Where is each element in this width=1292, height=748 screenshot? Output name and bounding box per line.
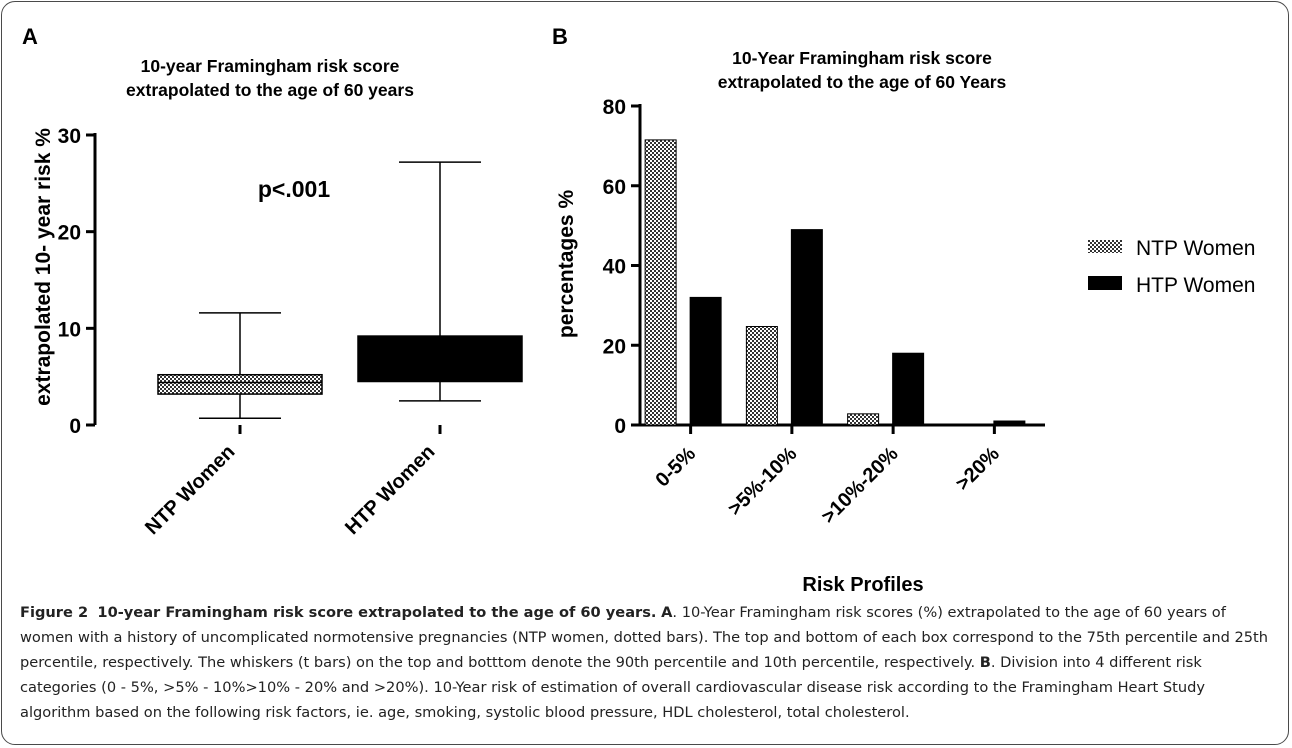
panel-b-x-tick-label-0-5: 0-5% [651, 443, 700, 492]
panel-a-y-tick-label-30: 30 [58, 125, 81, 148]
panel-b-y-tick-label-60: 60 [603, 176, 626, 199]
caption-part-a-label: A [661, 604, 673, 621]
panel-b-label: B [552, 24, 568, 49]
legend-label-htp-women: HTP Women [1136, 274, 1255, 297]
panel-a-label: A [22, 24, 38, 49]
panel-b-y-tick-label-20: 20 [603, 335, 626, 358]
caption-figure-label: Figure 2 [20, 604, 89, 621]
legend-label-ntp-women: NTP Women [1136, 237, 1255, 260]
caption-part-b-text: . Division into 4 different risk categor… [20, 654, 1205, 721]
caption-title: 10-year Framingham risk score extrapolat… [97, 604, 657, 621]
panel-b-legend: NTP Women HTP Women [1088, 237, 1255, 297]
caption-part-b-label: B [979, 654, 991, 671]
panel-b-plot: 0 20 40 60 80 0-5% >5%-10% >10%-20% >20% [603, 96, 1045, 528]
panel-b-y-axis-label: percentages % [555, 190, 578, 339]
figure-charts: A 10-year Framingham risk score extrapol… [22, 24, 1255, 596]
box-htp-women [357, 161, 523, 402]
panel-b-x-axis-label: Risk Profiles [802, 574, 923, 596]
panel-a-y-tick-label-10: 10 [58, 318, 81, 341]
panel-a-y-tick-label-20: 20 [58, 222, 81, 245]
box-body-htp-women [357, 335, 523, 383]
bar-htp-women-5-10 [790, 229, 823, 426]
panel-b-x-tick-label-10-20: >10%-20% [817, 443, 902, 528]
panel-a-x-tick-label-ntp-women: NTP Women [141, 441, 239, 539]
bar-htp-women-20 [993, 420, 1026, 426]
panel-b-y-tick-label-80: 80 [603, 96, 626, 119]
panel-b-x-tick-label-20: >20% [952, 443, 1004, 495]
panel-b-title-line-1: 10-Year Framingham risk score [732, 48, 992, 68]
legend-swatch-htp-women [1088, 276, 1122, 290]
box-ntp-women [157, 312, 323, 419]
caption-part-a-text: . 10-Year Framingham risk scores (%) ext… [20, 604, 1269, 671]
bar-htp-women-0-5 [689, 296, 722, 426]
panel-b-title-line-2: extrapolated to the age of 60 Years [718, 72, 1007, 92]
panel-b-y-tick-label-0: 0 [614, 415, 626, 438]
panel-a-y-tick-label-0: 0 [69, 415, 81, 438]
box-body-ntp-women [157, 373, 323, 395]
panel-a-p-value-annotation: p<.001 [258, 176, 330, 202]
figure-caption: Figure 2 10-year Framingham risk score e… [20, 600, 1275, 725]
bar-ntp-women-5-10 [745, 326, 778, 426]
panel-b-y-tick-label-40: 40 [603, 256, 626, 279]
legend-swatch-ntp-women [1088, 240, 1122, 253]
bar-ntp-women-10-20 [847, 413, 880, 426]
panel-a-x-tick-label-htp-women: HTP Women [341, 441, 439, 539]
bar-ntp-women-0-5 [644, 139, 677, 426]
panel-b-x-tick-label-5-10: >5%-10% [724, 443, 801, 520]
panel-a-y-axis-label: extrapolated 10- year risk % [32, 128, 55, 406]
panel-a-title-line-2: extrapolated to the age of 60 years [126, 80, 414, 100]
panel-a-title-line-1: 10-year Framingham risk score [141, 56, 400, 76]
bar-htp-women-10-20 [892, 352, 925, 426]
